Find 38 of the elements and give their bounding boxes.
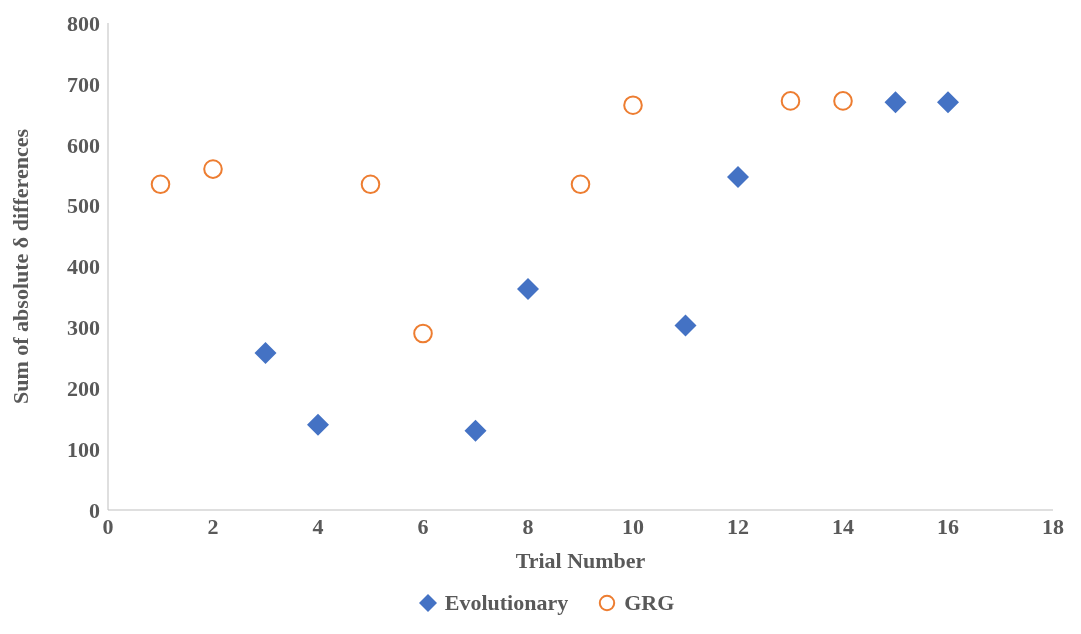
point	[360, 174, 381, 195]
point	[413, 323, 433, 344]
point	[464, 419, 487, 442]
x-tick-label: 18	[1042, 513, 1064, 539]
x-tick-label: 8	[522, 513, 534, 539]
x-tick-label: 6	[417, 513, 429, 539]
legend-label: GRG	[623, 590, 675, 616]
point	[623, 95, 643, 115]
y-tick-label: 700	[67, 71, 100, 97]
point	[150, 174, 171, 195]
point	[254, 341, 277, 364]
point	[884, 91, 907, 114]
legend-label: Evolutionary	[443, 590, 569, 616]
point	[674, 314, 697, 337]
point	[727, 166, 749, 189]
x-tick-label: 2	[207, 513, 219, 539]
y-tick-label: 0	[89, 497, 100, 523]
point	[780, 91, 801, 111]
point	[937, 91, 959, 114]
y-tick-label: 800	[67, 10, 100, 36]
x-tick-label: 10	[622, 513, 644, 539]
y-axis-title: Sum of absolute δ differences	[7, 128, 33, 404]
x-tick-label: 14	[832, 513, 854, 539]
x-tick-label: 4	[312, 513, 324, 539]
x-axis-title: Trial Number	[515, 548, 646, 573]
point	[517, 278, 539, 301]
x-tick-label: 12	[727, 513, 749, 539]
y-tick-label: 200	[67, 376, 100, 402]
y-tick-label: 100	[67, 436, 100, 462]
point	[570, 174, 591, 195]
y-tick-label: 300	[67, 315, 100, 341]
y-tick-label: 600	[67, 132, 100, 158]
y-tick-label: 400	[67, 254, 100, 280]
y-tick-label: 500	[67, 193, 100, 219]
point	[203, 159, 223, 179]
x-tick-label: 16	[937, 513, 959, 539]
point	[833, 91, 853, 111]
point	[307, 413, 329, 436]
